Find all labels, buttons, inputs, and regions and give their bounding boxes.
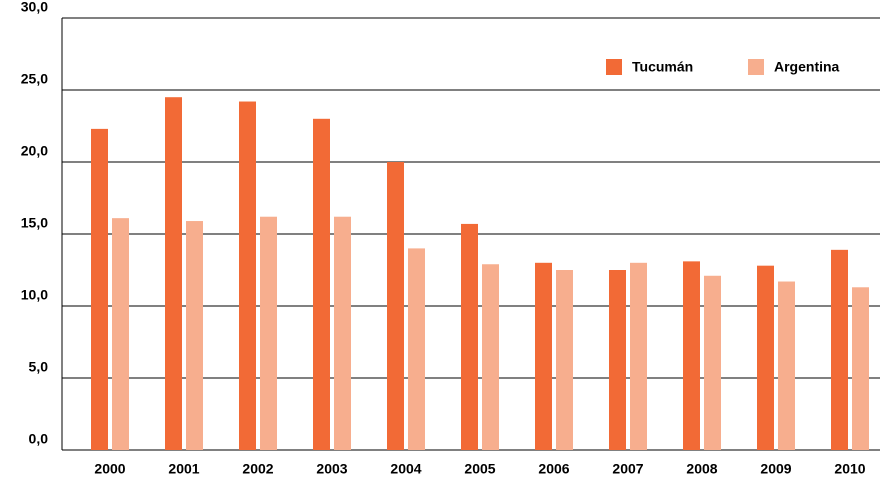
x-tick-label: 2009 — [760, 461, 791, 477]
y-tick-label: 5,0 — [29, 359, 49, 375]
y-tick-label: 30,0 — [21, 0, 48, 15]
bar — [535, 262, 552, 450]
x-tick-label: 2003 — [316, 461, 347, 477]
bar — [852, 287, 869, 450]
bar — [778, 281, 795, 450]
legend-label: Tucumán — [632, 59, 693, 75]
bar — [461, 223, 478, 450]
bar — [387, 162, 404, 450]
bar — [165, 97, 182, 450]
bar — [683, 261, 700, 450]
bar — [704, 275, 721, 450]
legend-label: Argentina — [774, 59, 840, 75]
bar — [260, 216, 277, 450]
x-tick-label: 2001 — [168, 461, 199, 477]
legend-swatch — [748, 59, 764, 75]
bar — [556, 270, 573, 450]
bar — [91, 128, 108, 450]
bar — [313, 118, 330, 451]
x-tick-label: 2008 — [686, 461, 717, 477]
x-tick-label: 2005 — [464, 461, 495, 477]
y-tick-label: 25,0 — [21, 71, 48, 87]
y-tick-label: 15,0 — [21, 215, 48, 231]
bar — [408, 248, 425, 450]
x-tick-label: 2007 — [612, 461, 643, 477]
x-tick-label: 2004 — [390, 461, 421, 477]
bar — [482, 264, 499, 450]
bar — [609, 270, 626, 450]
x-tick-label: 2006 — [538, 461, 569, 477]
x-tick-label: 2010 — [834, 461, 865, 477]
y-tick-label: 0,0 — [29, 431, 49, 447]
y-tick-label: 20,0 — [21, 143, 48, 159]
bar — [630, 262, 647, 450]
x-tick-label: 2000 — [94, 461, 125, 477]
bar — [186, 221, 203, 450]
bar — [334, 216, 351, 450]
bar — [112, 218, 129, 450]
bar — [239, 101, 256, 451]
bar — [757, 265, 774, 450]
x-tick-label: 2002 — [242, 461, 273, 477]
legend-swatch — [606, 59, 622, 75]
y-tick-label: 10,0 — [21, 287, 48, 303]
bar — [831, 249, 848, 450]
